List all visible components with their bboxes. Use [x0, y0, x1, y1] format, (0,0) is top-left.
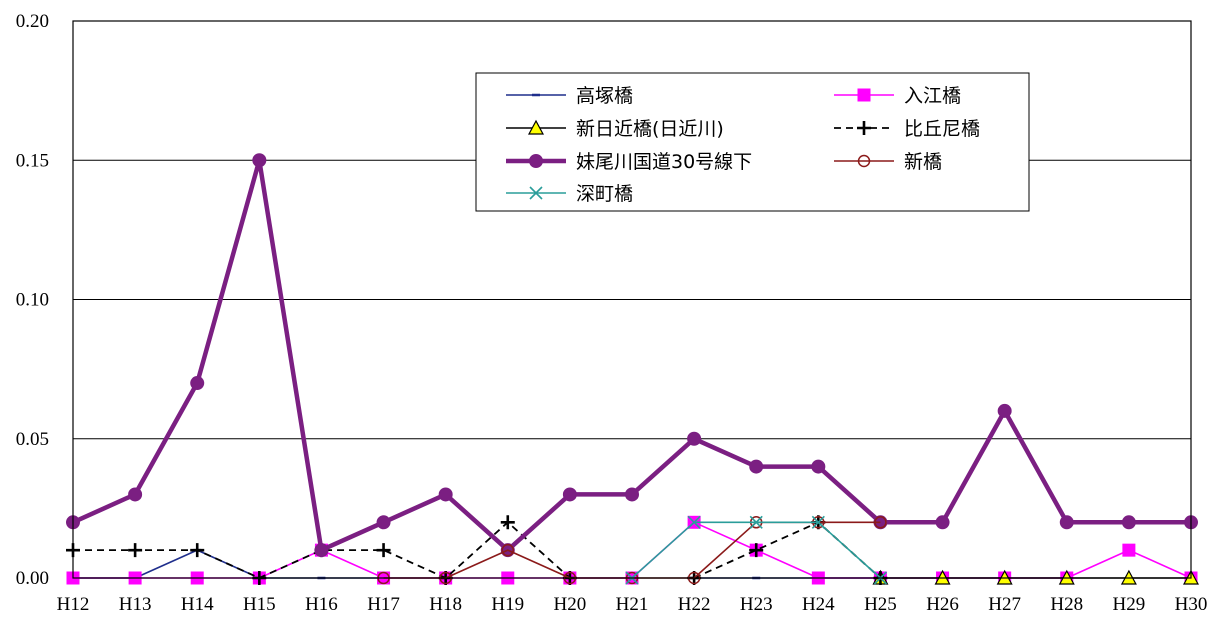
- legend-entry: 新日近橋(日近川): [506, 118, 724, 140]
- data-point: [529, 154, 543, 168]
- data-point: [190, 376, 205, 391]
- data-point: [749, 459, 764, 474]
- data-point: [857, 121, 871, 135]
- x-tick-label: H14: [181, 594, 214, 615]
- data-point: [190, 543, 205, 558]
- x-axis-ticks: H12 H13 H14 H15 H16 H17 H18 H19 H20 H21 H22 H23 H24 H…: [57, 594, 1208, 615]
- y-tick-label: 0.20: [16, 11, 49, 32]
- series-layer: [66, 153, 1200, 585]
- x-tick-label: H26: [926, 594, 959, 615]
- x-tick-label: H28: [1050, 594, 1083, 615]
- x-tick-label: H18: [429, 594, 462, 615]
- plot-frame: [72, 20, 1192, 579]
- data-point: [811, 515, 825, 529]
- data-point: [997, 403, 1012, 418]
- data-point: [1122, 543, 1136, 557]
- legend-entry: 高塚橋: [506, 85, 633, 107]
- data-point: [562, 487, 577, 502]
- y-tick-label: 0.05: [16, 429, 49, 450]
- data-point: [857, 88, 871, 102]
- data-point: [1059, 515, 1074, 530]
- x-tick-label: H22: [678, 594, 711, 615]
- data-point: [529, 186, 543, 200]
- series-3: [66, 515, 888, 585]
- x-tick-label: H19: [491, 594, 524, 615]
- data-point: [625, 487, 639, 502]
- x-tick-label: H13: [119, 594, 152, 615]
- data-point: [376, 515, 391, 530]
- y-axis-ticks: 0.00 0.05 0.10 0.15 0.20: [16, 11, 49, 589]
- data-point: [687, 515, 701, 529]
- data-point: [128, 487, 143, 502]
- x-tick-label: H29: [1113, 594, 1146, 615]
- x-tick-label: H30: [1175, 594, 1208, 615]
- legend-entry: 深町橋: [506, 183, 633, 205]
- data-point: [527, 119, 545, 135]
- data-point: [438, 487, 453, 502]
- x-tick-label: H12: [57, 594, 90, 615]
- data-point: [376, 543, 391, 558]
- legend-label: 新橋: [904, 151, 942, 173]
- legend-entry: 入江橋: [834, 85, 961, 107]
- y-tick-label: 0.00: [16, 568, 49, 589]
- legend-label: 深町橋: [576, 183, 633, 205]
- series-line: [383, 521, 881, 579]
- x-tick-label: H17: [367, 594, 400, 615]
- series-line: [73, 521, 571, 579]
- x-tick-label: H20: [554, 594, 587, 615]
- series-4: [66, 153, 1198, 558]
- data-point: [811, 459, 826, 474]
- x-tick-label: H25: [864, 594, 897, 615]
- data-point: [687, 431, 702, 446]
- legend-label: 高塚橋: [576, 85, 633, 107]
- data-point: [857, 154, 871, 168]
- series-1: [66, 515, 1198, 585]
- data-point: [874, 516, 887, 529]
- data-point: [314, 543, 329, 558]
- data-point: [128, 543, 143, 558]
- data-point: [749, 543, 764, 558]
- legend-label: 入江橋: [904, 85, 961, 107]
- data-point: [501, 543, 515, 557]
- data-point: [749, 515, 763, 529]
- legend-entry: 新橋: [834, 151, 942, 173]
- legend-box: [475, 72, 1030, 212]
- x-tick-label: H21: [616, 594, 649, 615]
- x-tick-label: H27: [988, 594, 1021, 615]
- x-tick-label: H15: [243, 594, 276, 615]
- data-point: [500, 515, 515, 530]
- legend-label: 新日近橋(日近川): [576, 118, 724, 140]
- series-6: [625, 515, 888, 585]
- data-point: [252, 153, 267, 168]
- data-point: [1121, 515, 1136, 530]
- legend-label: 妹尾川国道30号線下: [576, 151, 752, 173]
- x-tick-label: H16: [305, 594, 338, 615]
- legend-entry: 妹尾川国道30号線下: [506, 151, 752, 173]
- y-tick-label: 0.10: [16, 290, 49, 311]
- y-tick-label: 0.15: [16, 150, 49, 171]
- legend-label: 比丘尼橋: [904, 118, 980, 140]
- x-tick-label: H24: [802, 594, 835, 615]
- data-point: [935, 515, 950, 530]
- x-tick-label: H23: [740, 594, 773, 615]
- legend-entry: 比丘尼橋: [834, 118, 980, 140]
- series-line: [693, 521, 882, 579]
